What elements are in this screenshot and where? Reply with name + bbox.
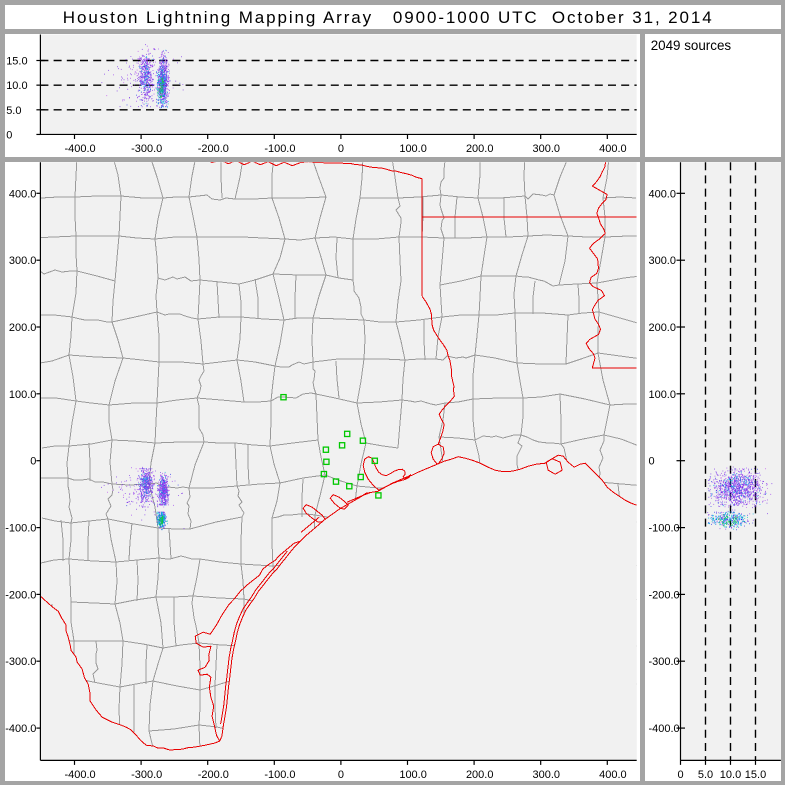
svg-text:-200.0: -200.0 [198,143,229,155]
svg-text:300.0: 300.0 [532,769,560,781]
svg-text:400.0: 400.0 [9,188,37,200]
svg-text:-300.0: -300.0 [5,656,36,668]
svg-text:-100.0: -100.0 [5,522,36,534]
svg-text:-400.0: -400.0 [64,143,95,155]
svg-text:0: 0 [648,455,654,467]
svg-text:10.0: 10.0 [6,80,27,92]
svg-text:-200.0: -200.0 [198,769,229,781]
svg-text:-100.0: -100.0 [648,522,679,534]
svg-text:0: 0 [6,129,12,141]
svg-text:300.0: 300.0 [9,255,37,267]
svg-text:200.0: 200.0 [9,322,37,334]
svg-text:5.0: 5.0 [6,105,21,117]
svg-text:200.0: 200.0 [466,143,493,155]
svg-text:-200.0: -200.0 [5,589,36,601]
svg-text:15.0: 15.0 [6,55,27,67]
svg-text:-100.0: -100.0 [264,769,295,781]
svg-text:100.0: 100.0 [399,143,427,155]
svg-text:300.0: 300.0 [648,255,676,267]
svg-text:400.0: 400.0 [599,143,627,155]
svg-text:15.0: 15.0 [744,769,765,781]
svg-text:0: 0 [338,769,344,781]
svg-text:0: 0 [677,769,683,781]
svg-text:5.0: 5.0 [698,769,713,781]
svg-text:-300.0: -300.0 [131,143,162,155]
svg-text:200.0: 200.0 [466,769,493,781]
svg-text:400.0: 400.0 [599,769,627,781]
svg-text:100.0: 100.0 [648,389,676,401]
svg-text:100.0: 100.0 [9,389,37,401]
svg-text:-100.0: -100.0 [264,143,295,155]
svg-text:-400.0: -400.0 [5,723,36,735]
svg-text:-400.0: -400.0 [64,769,95,781]
svg-text:-400.0: -400.0 [648,723,679,735]
svg-text:-200.0: -200.0 [648,589,679,601]
svg-text:10.0: 10.0 [719,769,740,781]
svg-text:100.0: 100.0 [399,769,427,781]
svg-text:200.0: 200.0 [648,322,676,334]
svg-text:0: 0 [30,455,36,467]
svg-text:-300.0: -300.0 [131,769,162,781]
svg-text:400.0: 400.0 [648,188,676,200]
svg-text:-300.0: -300.0 [648,656,679,668]
svg-text:300.0: 300.0 [532,143,560,155]
svg-text:0: 0 [338,143,344,155]
